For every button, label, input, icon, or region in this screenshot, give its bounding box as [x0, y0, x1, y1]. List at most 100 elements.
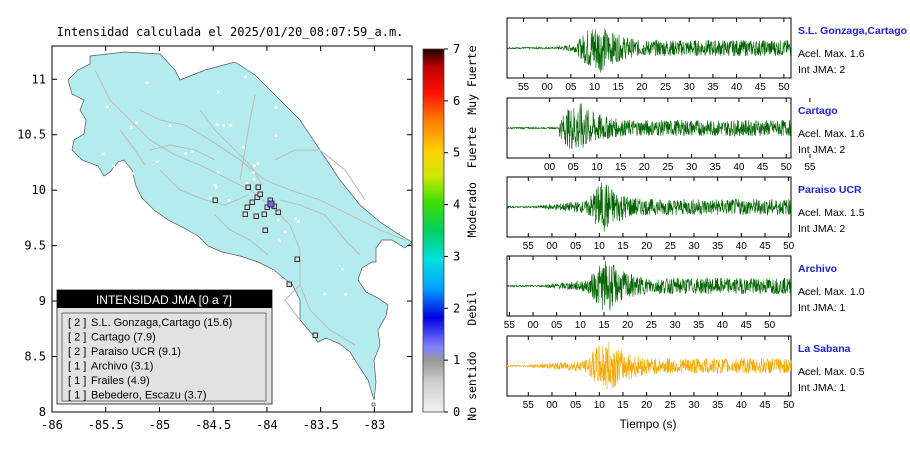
time-tick-label: 05	[568, 162, 580, 173]
station-box	[245, 184, 251, 190]
station-dot	[215, 123, 219, 127]
intensity-colorbar: 0 1 2 3 4 5 6 7 No sentido Debil Moderado Fuerte Mu…	[422, 42, 479, 421]
station-dot	[278, 239, 281, 243]
time-tick-label: 50	[778, 82, 790, 93]
station-dot	[120, 283, 124, 286]
station-name-label: S.L. Gonzaga,Cartago	[798, 25, 907, 37]
map-title: Intensidad calculada el 2025/01/20_08:07…	[57, 25, 404, 39]
station-dot	[173, 249, 177, 253]
time-tick-label: 25	[662, 162, 674, 173]
station-dot	[344, 293, 347, 296]
time-tick-label: 20	[639, 162, 651, 173]
time-tick-label: 40	[736, 241, 748, 252]
time-tick-label: 50	[764, 320, 776, 331]
map-x-tick-label: -85	[149, 418, 171, 432]
station-dot	[293, 100, 296, 103]
time-tick-label: 25	[660, 82, 672, 93]
time-tick-label: 30	[686, 162, 698, 173]
time-tick-label: 30	[688, 400, 700, 411]
peak-acceleration-label: Acel. Max. 1.0	[798, 286, 865, 298]
station-dot	[256, 162, 260, 165]
colorbar-tick-label: 7	[453, 42, 460, 56]
map-y-tick-label: 10	[32, 183, 46, 197]
time-tick-label: 45	[759, 241, 771, 252]
time-tick-label: 35	[707, 82, 719, 93]
map-x-tick-label: -86	[41, 418, 63, 432]
time-tick-label: 15	[617, 241, 629, 252]
time-tick-label: 15	[598, 320, 610, 331]
station-dot	[132, 252, 136, 256]
station-dot	[170, 246, 173, 249]
station-box	[212, 197, 218, 203]
station-box	[254, 194, 260, 200]
legend-item-name: Bebedero, Escazu (3.7)	[91, 390, 207, 402]
seismogram-waveform	[506, 28, 792, 73]
legend-item-jma: [ 1 ]	[68, 375, 86, 387]
legend-item-jma: [ 2 ]	[68, 317, 86, 329]
legend-item-name: Cartago (7.9)	[91, 332, 156, 344]
station-dot	[348, 144, 351, 148]
peak-acceleration-label: Acel. Max. 1.6	[798, 128, 865, 140]
station-name-label: Paraiso UCR	[798, 184, 862, 196]
map-x-tick-label: -83	[364, 418, 386, 432]
station-dot	[244, 75, 247, 79]
station-dot	[131, 172, 134, 175]
time-tick-label: 05	[570, 400, 582, 411]
station-markers	[101, 75, 376, 407]
time-tick-label: 50	[783, 241, 795, 252]
road-line	[139, 109, 406, 241]
colorbar-scale	[422, 48, 445, 413]
time-tick-label: 20	[641, 400, 653, 411]
peak-acceleration-label: Acel. Max. 1.5	[798, 207, 865, 219]
road-line	[274, 149, 366, 201]
time-tick-label: 10	[594, 400, 606, 411]
station-dot	[274, 106, 278, 109]
colorbar-tick-label: 3	[453, 249, 460, 263]
station-dot	[155, 160, 159, 164]
time-tick-label: 55	[523, 241, 535, 252]
map-y-tick-label: 8	[39, 405, 46, 419]
station-dot	[252, 177, 256, 181]
time-tick-label: 50	[783, 400, 795, 411]
colorbar-category-label: No sentido	[465, 351, 479, 420]
map-frame	[51, 45, 413, 413]
station-dot	[214, 262, 217, 266]
station-box	[371, 402, 376, 407]
time-tick-label: 20	[641, 241, 653, 252]
station-box	[261, 211, 267, 217]
time-tick-label: 40	[733, 162, 745, 173]
road-line	[94, 69, 251, 191]
legend-item-name: S.L. Gonzaga,Cartago (15.6)	[91, 317, 232, 329]
time-tick-label: 40	[731, 82, 743, 93]
seismogram-waveform	[506, 103, 792, 150]
station-dot	[101, 152, 105, 156]
station-dot	[245, 182, 249, 185]
time-tick-label: 30	[684, 82, 696, 93]
seismogram-panel: 55 00 05 10 15 20 25 30 35 40 45 50 S.L. Gonzaga,Car…	[506, 17, 907, 93]
station-name-label: Cartago	[798, 105, 838, 117]
station-name-label: La Sabana	[798, 343, 851, 355]
colorbar-tick-label: 4	[453, 198, 460, 212]
time-tick-label: 35	[712, 400, 724, 411]
time-tick-label: 25	[646, 320, 658, 331]
map-x-tick-label: -83.5	[303, 418, 339, 432]
time-tick-label: 55	[804, 162, 816, 173]
peak-acceleration-label: Acel. Max. 0.5	[798, 366, 865, 378]
seismogram-panels: 55 00 05 10 15 20 25 30 35 40 45 50 S.L. Gonzaga,Car…	[504, 17, 907, 411]
jma-intensity-label: Int JMA: 2	[798, 64, 845, 76]
legend-item-jma: [ 2 ]	[68, 346, 86, 358]
station-box	[255, 184, 261, 190]
map-y-tick-label: 9.5	[24, 239, 46, 253]
legend-header	[57, 290, 272, 308]
time-tick-label: 30	[669, 320, 681, 331]
time-tick-label: 10	[575, 320, 587, 331]
map-axis-ticks: -86 -85.5 -85 -84.5 -84 -83.5 -83 8 8.5 9 9.5 10 10.…	[17, 46, 412, 432]
time-tick-label: 20	[622, 320, 634, 331]
station-dot	[294, 217, 297, 220]
jma-intensity-label: Int JMA: 1	[798, 382, 845, 394]
seismogram-panel: 55 00 05 10 15 20 25 30 35 40 45 50 La Sabana Acel. M…	[506, 335, 865, 411]
station-dot	[130, 126, 133, 129]
station-dot	[162, 273, 165, 276]
time-tick-label: 25	[665, 241, 677, 252]
seismogram-waveform	[506, 340, 792, 390]
